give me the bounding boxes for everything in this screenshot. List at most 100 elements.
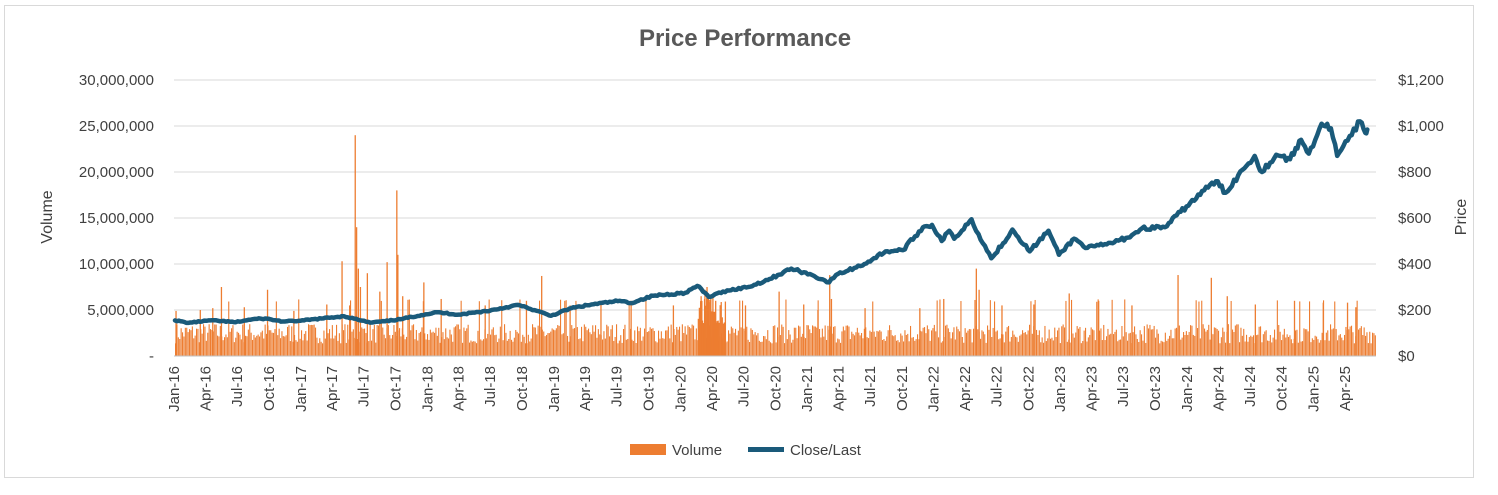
- volume-bar: [343, 330, 345, 356]
- volume-bar: [710, 296, 712, 356]
- volume-bar: [644, 328, 646, 356]
- volume-bar: [810, 333, 812, 356]
- volume-bar: [1360, 326, 1362, 356]
- volume-bar: [746, 326, 748, 356]
- volume-bar: [606, 324, 608, 356]
- volume-bar: [1303, 328, 1305, 356]
- volume-bar: [938, 337, 940, 356]
- volume-bar: [904, 330, 906, 356]
- volume-bar: [1027, 330, 1029, 356]
- volume-bar: [582, 341, 584, 356]
- volume-bar: [735, 328, 737, 356]
- volume-bar: [333, 338, 335, 356]
- volume-bar: [823, 336, 825, 356]
- volume-bar: [456, 324, 458, 356]
- volume-bar: [1365, 335, 1367, 356]
- volume-bar: [1066, 341, 1068, 356]
- volume-bar: [862, 338, 864, 356]
- volume-bar: [775, 342, 777, 356]
- volume-bar: [446, 337, 448, 356]
- volume-bar-spike: [386, 262, 388, 356]
- volume-bar: [1311, 338, 1313, 356]
- volume-bar: [1190, 325, 1192, 356]
- volume-bar: [1169, 335, 1171, 356]
- volume-bar: [319, 338, 321, 356]
- volume-bar: [1289, 335, 1291, 356]
- volume-bar: [378, 325, 380, 356]
- volume-bar: [1345, 326, 1347, 356]
- volume-bar: [831, 333, 833, 356]
- volume-bar: [939, 299, 941, 356]
- volume-bar: [387, 325, 389, 356]
- volume-bar: [1108, 334, 1110, 356]
- volume-bar: [389, 335, 391, 356]
- volume-bar: [306, 340, 308, 356]
- volume-bar: [560, 299, 562, 356]
- volume-bar: [448, 338, 450, 356]
- volume-bar: [1349, 326, 1351, 356]
- volume-bar: [770, 342, 772, 356]
- volume-bar: [365, 333, 367, 356]
- volume-bar: [1272, 337, 1274, 356]
- volume-bar: [568, 341, 570, 356]
- volume-bar: [238, 332, 240, 356]
- volume-bar: [231, 328, 233, 356]
- volume-bar: [497, 342, 499, 356]
- volume-bar: [648, 331, 650, 356]
- volume-bar: [1218, 330, 1220, 356]
- volume-bar: [662, 338, 664, 356]
- volume-bar: [764, 336, 766, 356]
- volume-bar: [793, 327, 795, 356]
- volume-bar: [217, 335, 219, 356]
- volume-bar: [347, 324, 349, 356]
- volume-bar: [680, 341, 682, 356]
- volume-bar: [277, 335, 279, 356]
- volume-bar: [1083, 330, 1085, 356]
- volume-bar: [1069, 342, 1071, 356]
- volume-bar: [743, 328, 745, 356]
- volume-bar: [196, 328, 198, 356]
- volume-bar: [946, 324, 948, 356]
- volume-bar: [1170, 329, 1172, 356]
- volume-bar: [1330, 324, 1332, 356]
- volume-bar: [415, 329, 417, 356]
- volume-bar: [795, 327, 797, 356]
- x-tick-label: Jul-20: [736, 366, 753, 407]
- x-tick-label: Oct-19: [641, 366, 658, 411]
- volume-bar: [1054, 327, 1056, 356]
- volume-bar: [177, 337, 179, 356]
- volume-bar: [628, 301, 630, 356]
- volume-bar: [470, 340, 472, 356]
- volume-bar: [683, 332, 685, 356]
- volume-bar: [599, 334, 601, 356]
- volume-bar: [1255, 335, 1257, 356]
- volume-bar: [1134, 326, 1136, 356]
- volume-bar: [574, 328, 576, 356]
- volume-bar: [994, 301, 996, 356]
- volume-bar: [1037, 334, 1039, 356]
- volume-bar: [1212, 334, 1214, 356]
- volume-bar: [982, 331, 984, 356]
- volume-bar: [1317, 339, 1319, 356]
- x-tick-label: Jan-24: [1179, 366, 1196, 412]
- volume-bar: [1313, 339, 1315, 356]
- volume-bar: [1055, 336, 1057, 356]
- volume-bar: [697, 318, 700, 356]
- volume-bar: [176, 324, 178, 356]
- volume-bar: [1057, 330, 1059, 356]
- volume-bar: [715, 322, 717, 356]
- volume-bar: [799, 326, 801, 356]
- volume-bar: [592, 325, 594, 356]
- volume-bar: [1110, 333, 1112, 356]
- volume-bar: [1138, 341, 1140, 356]
- volume-bar: [729, 333, 731, 356]
- volume-bar: [788, 330, 790, 356]
- volume-bar: [816, 327, 818, 356]
- volume-bar: [471, 341, 473, 356]
- volume-bar: [274, 329, 276, 356]
- volume-bar: [691, 324, 693, 356]
- volume-bar: [182, 332, 184, 356]
- volume-bar: [186, 327, 188, 356]
- volume-bar: [670, 324, 672, 356]
- volume-bar: [190, 330, 192, 356]
